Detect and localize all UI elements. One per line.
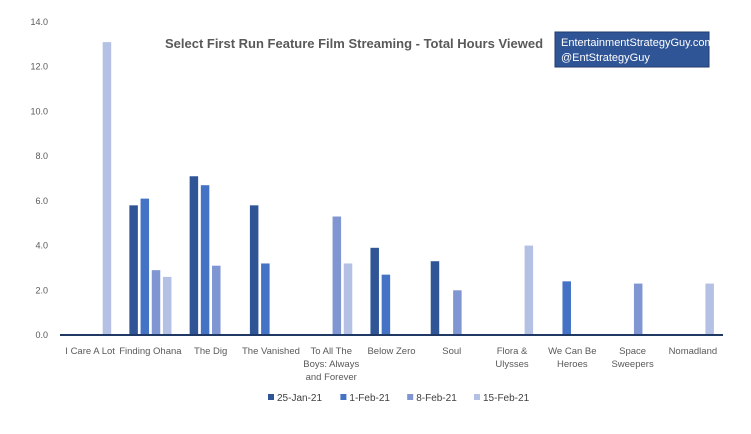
x-category-label: and Forever — [306, 372, 357, 383]
y-tick-label: 0.0 — [35, 330, 48, 340]
watermark-box: EntertainmentStrategyGuy.com @EntStrateg… — [554, 31, 714, 68]
bar — [633, 283, 643, 335]
x-category-label: We Can Be — [548, 346, 596, 357]
legend-label: 15-Feb-21 — [483, 393, 530, 404]
bar — [162, 276, 172, 335]
legend-swatch — [268, 394, 274, 400]
bar — [562, 281, 571, 335]
x-category-label: Soul — [442, 346, 461, 357]
bar — [381, 274, 391, 335]
bar — [430, 261, 440, 335]
x-category-label: Heroes — [557, 359, 588, 370]
x-category-label: Space — [619, 346, 646, 357]
watermark-line2: @EntStrategyGuy — [561, 52, 650, 64]
legend-swatch — [407, 394, 414, 400]
bar — [140, 198, 150, 335]
bar — [705, 283, 714, 335]
legend-swatch — [474, 394, 480, 400]
x-category-label: Nomadland — [669, 346, 718, 357]
y-tick-label: 6.0 — [35, 196, 48, 206]
bar — [249, 205, 259, 335]
legend-label: 8-Feb-21 — [416, 393, 457, 404]
y-axis-ticks: 0.0 2.0 4.0 6.0 8.0 10.0 12.0 14.0 — [30, 17, 48, 340]
x-category-label: The Dig — [194, 346, 227, 357]
bar — [370, 247, 379, 335]
bar — [453, 290, 462, 335]
legend-swatch — [340, 394, 347, 400]
legend: 25-Jan-21 1-Feb-21 8-Feb-21 15-Feb-21 — [268, 393, 530, 404]
x-category-label: Sweepers — [611, 359, 653, 370]
x-category-label: Ulysses — [495, 359, 529, 370]
x-category-label: To All The — [310, 346, 352, 357]
y-tick-label: 12.0 — [30, 62, 48, 72]
legend-label: 25-Jan-21 — [277, 393, 322, 404]
x-axis-labels: I Care A Lot Finding Ohana The Dig The Vani… — [65, 346, 717, 383]
y-tick-label: 8.0 — [35, 151, 48, 161]
bar — [332, 216, 342, 335]
bar — [129, 205, 138, 335]
watermark-background — [554, 31, 710, 68]
x-category-label: Finding Ohana — [119, 346, 182, 357]
x-category-label: Flora & — [497, 346, 528, 357]
bars — [102, 42, 714, 336]
y-tick-label: 14.0 — [30, 17, 48, 27]
bar — [102, 42, 112, 336]
y-tick-label: 4.0 — [35, 241, 48, 251]
bar — [212, 265, 221, 335]
x-category-label: The Vanished — [242, 346, 300, 357]
bar — [151, 270, 161, 335]
legend-label: 1-Feb-21 — [349, 393, 390, 404]
x-category-label: I Care A Lot — [65, 346, 115, 357]
bar — [189, 176, 199, 335]
x-category-label: Boys: Always — [303, 359, 359, 370]
bar — [343, 263, 353, 335]
chart-title: Select First Run Feature Film Streaming … — [165, 36, 543, 51]
bar — [200, 185, 210, 335]
y-tick-label: 2.0 — [35, 285, 48, 295]
bar — [261, 263, 270, 335]
watermark-line1: EntertainmentStrategyGuy.com — [561, 37, 714, 49]
bar — [524, 245, 534, 335]
y-tick-label: 10.0 — [30, 106, 48, 116]
x-category-label: Below Zero — [367, 346, 415, 357]
